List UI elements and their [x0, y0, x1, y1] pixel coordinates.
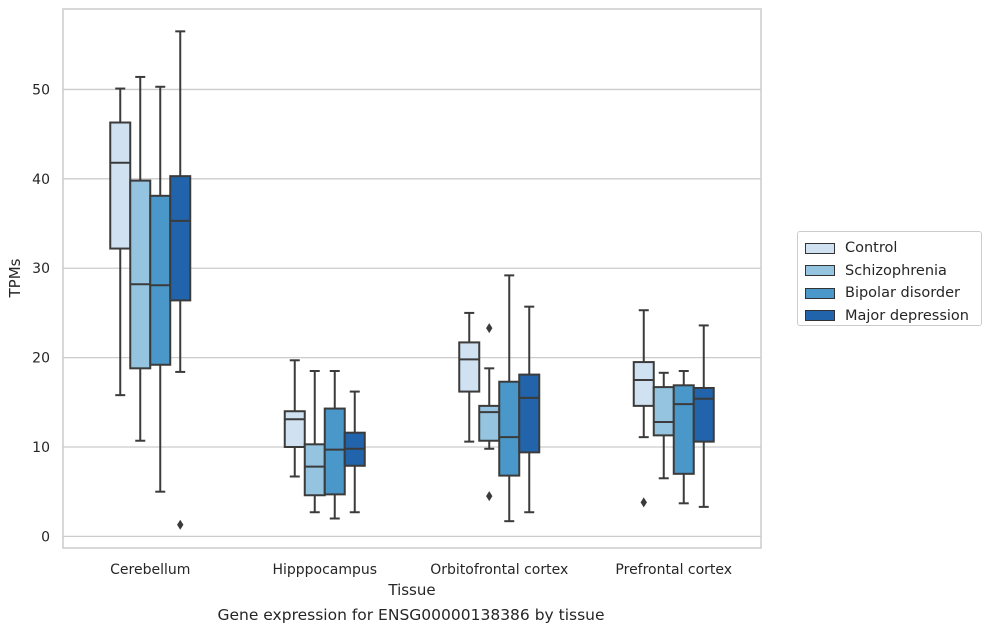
box-iqr: [303, 443, 326, 497]
x-tick-label: Orbitofrontal cortex: [430, 562, 568, 578]
box-major-depression: [518, 305, 541, 514]
box-schizophrenia: [478, 323, 501, 502]
box-major-depression: [343, 390, 366, 514]
x-tick-labels: Cerebellum Hipppocampus Orbitofrontal cort…: [110, 562, 732, 578]
box-iqr: [458, 341, 481, 393]
box-iqr: [323, 407, 346, 496]
legend-item: Schizophrenia: [805, 260, 981, 283]
legend-item: Control: [805, 237, 981, 260]
box-schizophrenia: [652, 371, 675, 480]
outlier-point: [486, 491, 493, 502]
plot-frame: [62, 8, 762, 549]
box-major-depression: [692, 324, 715, 508]
box-iqr: [672, 384, 695, 475]
box-schizophrenia: [303, 370, 326, 514]
legend-swatch: [805, 242, 835, 254]
box-bipolar-disorder: [672, 370, 695, 505]
box-bipolar-disorder: [149, 85, 172, 493]
legend-label: Bipolar disorder: [845, 285, 960, 302]
legend-label: Control: [845, 240, 898, 257]
legend-swatch: [805, 310, 835, 322]
box-schizophrenia: [129, 75, 152, 442]
outlier-point: [640, 497, 647, 508]
box-iqr: [478, 404, 501, 442]
box-bipolar-disorder: [498, 274, 521, 523]
y-tick-label: 10: [32, 440, 50, 456]
y-tick-labels: 0 10 20 30 40 50: [32, 82, 50, 545]
outlier-point: [486, 323, 493, 334]
x-tick-label: Cerebellum: [110, 562, 190, 578]
y-tick-label: 30: [32, 261, 50, 277]
x-axis-title: Tissue: [387, 581, 435, 599]
box-iqr: [498, 380, 521, 477]
y-tick-label: 50: [32, 82, 50, 98]
box-iqr: [109, 121, 132, 250]
legend-item: Bipolar disorder: [805, 282, 981, 305]
box-control: [109, 87, 132, 397]
legend-label: Major depression: [845, 307, 969, 324]
legend-label: Schizophrenia: [845, 262, 947, 279]
y-axis-title: TPMs: [6, 258, 24, 298]
box-iqr: [129, 179, 152, 370]
y-tick-label: 20: [32, 351, 50, 367]
box-control: [458, 311, 481, 443]
box-iqr: [632, 361, 655, 407]
x-tick-label: Hipppocampus: [272, 562, 377, 578]
y-tick-label: 40: [32, 172, 50, 188]
box-major-depression: [169, 30, 192, 530]
legend: Control Schizophrenia Bipolar disorder Majo…: [797, 231, 982, 326]
box-iqr: [652, 386, 675, 437]
box-control: [632, 309, 655, 508]
y-tick-label: 0: [41, 529, 50, 545]
legend-item: Major depression: [805, 305, 981, 328]
box-iqr: [283, 410, 306, 448]
boxes: [109, 30, 715, 530]
box-iqr: [169, 175, 192, 302]
box-iqr: [518, 373, 541, 454]
box-iqr: [692, 386, 715, 443]
x-tick-label: Prefrontal cortex: [615, 562, 732, 578]
legend-swatch: [805, 287, 835, 299]
outlier-point: [177, 519, 184, 530]
legend-swatch: [805, 265, 835, 277]
box-iqr: [149, 194, 172, 366]
box-bipolar-disorder: [323, 370, 346, 520]
chart-caption: Gene expression for ENSG00000138386 by t…: [217, 606, 605, 624]
box-control: [283, 359, 306, 478]
